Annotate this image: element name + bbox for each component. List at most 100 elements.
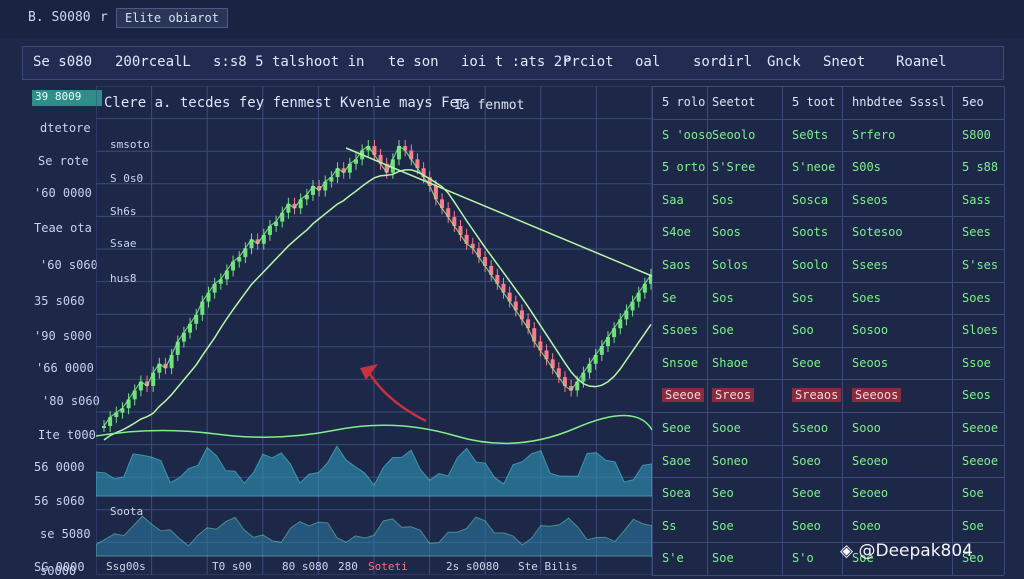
- menu-item[interactable]: sordirl: [693, 54, 753, 70]
- candle-body: [218, 279, 223, 284]
- table-cell: Soe: [712, 323, 734, 338]
- chart-x-label: T0 s00: [212, 560, 252, 573]
- candle-body: [642, 283, 647, 293]
- table-cell: S00s: [852, 160, 881, 175]
- menu-item[interactable]: Prciot: [563, 54, 614, 70]
- candle-body: [538, 341, 543, 351]
- symbol-badge[interactable]: 39 8009: [32, 90, 102, 106]
- chart-y-label: hus8: [110, 272, 137, 285]
- candle-body: [550, 359, 555, 369]
- table-cell: Sooo: [852, 421, 881, 435]
- candle-body: [587, 363, 592, 373]
- table-cell: S'o: [792, 551, 814, 566]
- candle-body: [323, 181, 328, 191]
- table-gridline: [652, 379, 1004, 381]
- table-gridline: [652, 575, 1004, 576]
- price-chart[interactable]: [95, 85, 653, 576]
- candle-body: [378, 154, 383, 164]
- candle-body: [206, 292, 211, 302]
- candle-body: [421, 168, 426, 178]
- table-cell: Seos: [962, 388, 991, 403]
- table-cell: Se: [662, 290, 677, 305]
- candle-body: [231, 261, 236, 271]
- candle-body: [267, 226, 272, 235]
- candle-body: [599, 346, 604, 355]
- table-cell: Sos: [792, 290, 814, 305]
- candle-body: [224, 270, 229, 280]
- candle-body: [169, 354, 174, 369]
- candle-body: [649, 274, 653, 284]
- table-cell: S'e: [662, 551, 684, 566]
- table-gridline: [782, 86, 783, 575]
- candle-body: [569, 386, 574, 391]
- table-cell: Ssoes: [662, 323, 699, 338]
- table-cell: Srfero: [852, 127, 896, 142]
- table-cell: Sooe: [712, 421, 741, 435]
- volume-area: [95, 515, 653, 557]
- menu-bar: Se s080 200rcealL s:s8 5 tal shoot in te…: [22, 46, 1004, 80]
- table-cell: Soeo: [792, 518, 821, 533]
- menu-item[interactable]: Roanel: [896, 54, 947, 70]
- tab-active[interactable]: Elite obiarot: [116, 8, 228, 28]
- menu-item[interactable]: Se s080: [33, 54, 93, 70]
- menu-item[interactable]: s:s8 5 tal: [213, 54, 298, 70]
- candle-body: [310, 186, 315, 195]
- table-cell: Se0ts: [792, 127, 829, 142]
- top-bar: B. S0080 r Elite obiarot: [0, 0, 1024, 38]
- candle-body: [612, 328, 617, 338]
- candle-body: [464, 234, 469, 244]
- table-cell: Sreos: [712, 388, 755, 403]
- candle-body: [132, 390, 137, 400]
- table-cell: Seoolo: [712, 127, 756, 142]
- candle-body: [366, 146, 371, 151]
- axis-label: Teae ota: [34, 221, 92, 235]
- table-cell: Sseos: [852, 192, 889, 207]
- candle-body: [353, 159, 358, 164]
- table-cell: Seoeo: [852, 453, 889, 468]
- chart-y-label: S 0s0: [110, 172, 144, 185]
- table-cell: Soo: [792, 323, 814, 338]
- candle-body: [544, 350, 549, 360]
- chart-x-label: 280: [338, 560, 358, 573]
- table-cell: Soeo: [852, 518, 881, 533]
- candle-body: [126, 399, 131, 409]
- table-cell: Sos: [712, 192, 734, 207]
- candle-body: [341, 168, 346, 173]
- table-cell: Soots: [792, 225, 829, 240]
- menu-item[interactable]: 200rcealL: [115, 54, 191, 70]
- table-cell: 5 rolo: [662, 95, 706, 109]
- axis-label: '60 s060: [40, 258, 98, 272]
- menu-item[interactable]: Sneot: [823, 54, 866, 70]
- candle-body: [163, 363, 168, 369]
- axis-label: '66 0000: [36, 361, 94, 375]
- menu-item[interactable]: Gnck: [767, 54, 801, 70]
- menu-item[interactable]: shoot in: [297, 54, 365, 70]
- candle-body: [397, 146, 402, 160]
- table-gridline: [652, 346, 1004, 348]
- table-cell: Sees: [962, 225, 991, 240]
- table-gridline: [652, 444, 1004, 446]
- candle-body: [501, 283, 506, 293]
- table-cell: S'Sree: [712, 160, 756, 175]
- table-gridline: [652, 86, 653, 575]
- table-gridline: [652, 281, 1004, 283]
- chart-x-label-highlight: Soteti: [368, 560, 408, 573]
- app-title: B. S0080: [28, 10, 91, 25]
- candle-body: [102, 426, 106, 428]
- menu-item[interactable]: te son: [388, 54, 439, 70]
- candle-body: [562, 377, 567, 386]
- table-gridline: [652, 118, 1004, 120]
- table-cell: Sseoo: [792, 421, 829, 435]
- menu-item[interactable]: ioi t :ats 2r: [461, 54, 571, 70]
- candle-body: [114, 412, 119, 418]
- candle-body: [630, 301, 635, 311]
- table-gridline: [652, 314, 1004, 316]
- candle-body: [255, 239, 260, 244]
- candle-body: [200, 301, 205, 315]
- data-table: 5 rolo Seetot 5 toot hnbdtee Ssssl 5eo S 'oos…: [652, 86, 1005, 576]
- dropdown-caret[interactable]: r: [100, 10, 108, 25]
- candle-body: [372, 146, 377, 155]
- menu-item[interactable]: oal: [635, 54, 661, 70]
- candle-body: [292, 203, 297, 209]
- table-cell: Sotesoo: [852, 225, 903, 240]
